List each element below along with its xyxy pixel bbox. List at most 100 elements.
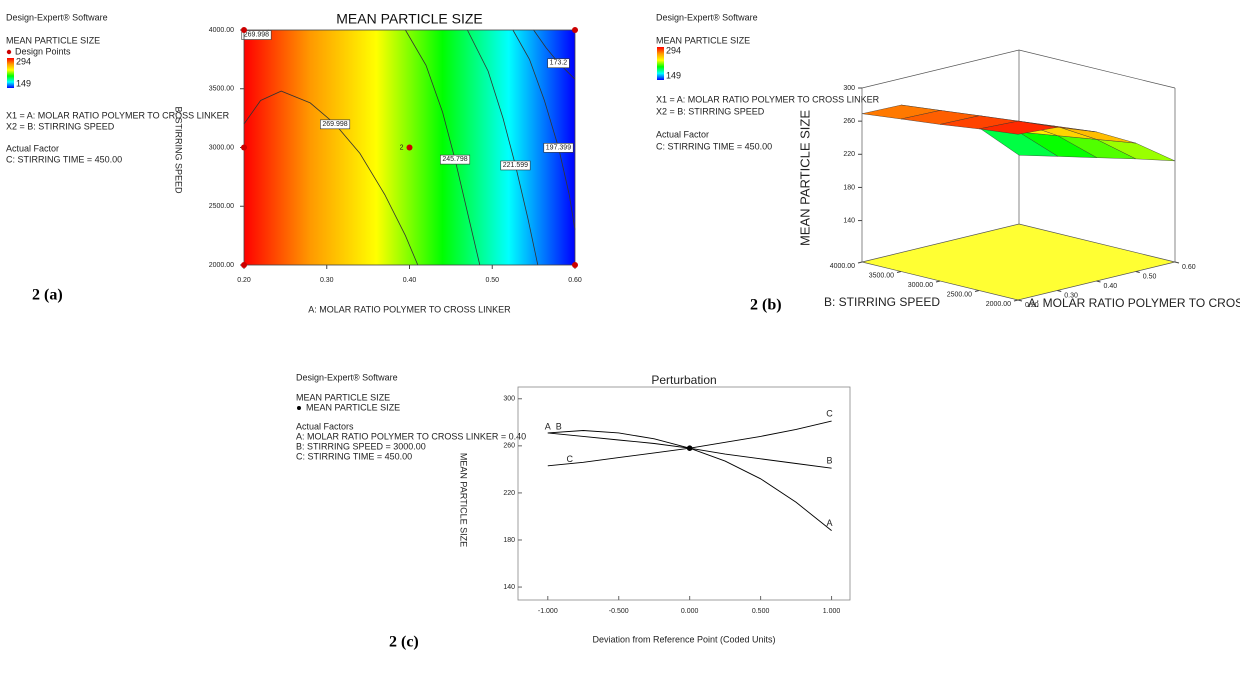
z-tick-label: 300	[843, 85, 855, 92]
y-tick-label: 2500.00	[947, 291, 972, 298]
figure-caption: 2 (a)	[32, 287, 63, 304]
design-point	[572, 262, 578, 268]
x-tick-label: 0.30	[1064, 292, 1078, 299]
design-point	[572, 27, 578, 33]
contour-label-box	[440, 154, 471, 165]
x-tick-label: 1.000	[823, 608, 841, 615]
y-tick-label: 140	[503, 584, 515, 591]
legend-marker	[6, 49, 12, 55]
factor-note: X1 = A: MOLAR RATIO POLYMER TO CROSS LIN…	[6, 110, 230, 120]
surface-cell	[978, 120, 1058, 135]
x-tick-label: 0.60	[568, 277, 582, 284]
y-tick	[896, 271, 902, 273]
z-tick-label: 140	[843, 217, 855, 224]
chart-title: Perturbation	[651, 373, 716, 387]
x-tick-label: 0.20	[237, 277, 251, 284]
factor-heading: Actual Factor	[6, 143, 59, 153]
factor-setting: C: STIRRING TIME = 450.00	[296, 451, 412, 461]
factor-note: X2 = B: STIRRING SPEED	[6, 121, 115, 131]
x-tick	[1135, 271, 1140, 273]
x-tick-label: 0.50	[485, 277, 499, 284]
y-tick-label: 2000.00	[209, 262, 234, 269]
z-tick-label: 260	[843, 118, 855, 125]
x-axis-label: A: MOLAR RATIO POLYMER TO CROSS	[1028, 296, 1240, 310]
line-end-label: B	[827, 456, 833, 466]
x-tick	[1017, 299, 1023, 302]
figure-caption: 2 (b)	[750, 297, 782, 314]
factor-heading: Actual Factors	[296, 421, 354, 431]
y-tick	[857, 261, 863, 264]
colorbar	[657, 47, 664, 80]
y-tick-label: 300	[503, 396, 515, 403]
contour-label: 197.399	[546, 144, 571, 151]
contour-label: 221.599	[503, 162, 528, 169]
contour-line	[533, 29, 576, 80]
y-axis-label: B: STIRRING SPEED	[174, 106, 184, 194]
colorbar-min: 149	[666, 70, 681, 80]
y-tick-label: 3000.00	[908, 282, 933, 289]
x-tick	[1096, 280, 1101, 283]
legend-label: MEAN PARTICLE SIZE	[306, 402, 400, 412]
y-tick-label: 260	[503, 443, 515, 450]
x-axis-label: Deviation from Reference Point (Coded Un…	[592, 634, 775, 644]
y-tick-label: 220	[503, 490, 515, 497]
x-tick-label: 0.000	[681, 608, 699, 615]
y-axis-label: MEAN PARTICLE SIZE	[459, 453, 469, 547]
chart-title: MEAN PARTICLE SIZE	[336, 11, 483, 27]
x-tick-label: -0.500	[609, 608, 629, 615]
design-point	[241, 27, 247, 33]
legend-marker	[297, 406, 301, 410]
factor-note: X1 = A: MOLAR RATIO POLYMER TO CROSS LIN…	[656, 94, 880, 104]
x-tick	[1057, 290, 1062, 292]
software-label: Design-Expert® Software	[6, 12, 108, 22]
y-tick	[1013, 299, 1019, 302]
line-end-label: A	[827, 518, 833, 528]
colorbar	[7, 58, 14, 88]
factor-setting: A: MOLAR RATIO POLYMER TO CROSS LINKER =…	[296, 431, 526, 441]
x-tick-label: 0.40	[1104, 283, 1118, 290]
y-tick	[974, 290, 980, 292]
factor-setting: C: STIRRING TIME = 450.00	[6, 154, 122, 164]
contour-label-box	[500, 160, 531, 171]
z-tick-label: 220	[843, 151, 855, 158]
x-axis-label: A: MOLAR RATIO POLYMER TO CROSS LINKER	[308, 304, 511, 314]
y-tick-label: 3500.00	[869, 272, 894, 279]
line-start-label: B	[556, 421, 562, 431]
response-label: MEAN PARTICLE SIZE	[656, 35, 750, 45]
perturbation-line	[547, 420, 832, 467]
contour-label: 173.2	[550, 60, 568, 67]
contour-line	[405, 29, 481, 266]
response-label: MEAN PARTICLE SIZE	[296, 392, 390, 402]
x-tick-label: 0.50	[1143, 273, 1157, 280]
y-tick	[935, 280, 941, 283]
y-tick-label: 180	[503, 537, 515, 544]
reference-point	[686, 445, 693, 451]
contour-label-box	[320, 119, 351, 130]
z-axis-label: MEAN PARTICLE SIZE	[797, 110, 812, 246]
contour-label-box	[547, 58, 570, 69]
design-point	[406, 144, 413, 151]
y-tick-label: 2000.00	[986, 301, 1011, 308]
y-tick-label: 4000.00	[830, 263, 855, 270]
software-label: Design-Expert® Software	[296, 372, 398, 382]
contour-label-box	[241, 30, 272, 40]
x-tick-label: 0.60	[1182, 264, 1196, 271]
factor-heading: Actual Factor	[656, 129, 709, 139]
line-start-label: A	[545, 421, 551, 431]
figure-caption: 2 (c)	[389, 634, 419, 651]
y-tick-label: 3000.00	[209, 144, 234, 151]
y-axis-label: B: STIRRING SPEED	[824, 295, 940, 309]
contour-label: 269.998	[244, 32, 269, 39]
x-tick-label: -1.000	[538, 608, 558, 615]
x-tick	[1174, 261, 1180, 264]
x-tick-label: 0.30	[320, 277, 334, 284]
contour-label: 269.998	[322, 121, 347, 128]
x-tick-label: 0.40	[403, 277, 417, 284]
colorbar-min: 149	[16, 78, 31, 88]
contour-label: 245.798	[442, 156, 467, 163]
colorbar-max: 294	[16, 56, 31, 66]
software-label: Design-Expert® Software	[656, 12, 758, 22]
contour-line	[512, 29, 576, 230]
contour-label-box	[543, 143, 574, 153]
